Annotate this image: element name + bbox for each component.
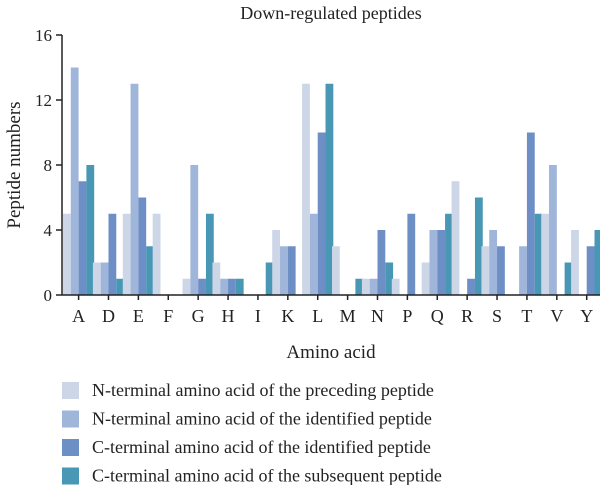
bar-G-series-3 xyxy=(198,278,206,295)
x-tick-label: D xyxy=(102,306,115,326)
bar-L-series-2 xyxy=(309,213,318,295)
bar-V-series-4 xyxy=(564,262,573,295)
bar-Q-series-2 xyxy=(429,230,438,295)
bar-R-series-1 xyxy=(451,181,460,295)
legend-swatch xyxy=(62,382,79,399)
bar-G-series-2 xyxy=(190,165,199,295)
x-axis-label: Amino acid xyxy=(286,342,376,363)
bar-T-series-3 xyxy=(526,132,535,295)
bar-H-series-4 xyxy=(235,278,244,295)
bar-N-series-1 xyxy=(361,278,370,295)
x-tick-label: K xyxy=(281,306,294,326)
bar-M-series-4 xyxy=(355,278,364,295)
x-tick-label: N xyxy=(371,306,384,326)
y-axis-label: Peptide numbers xyxy=(4,101,25,228)
bar-K-series-1 xyxy=(272,230,281,295)
x-tick-label: M xyxy=(340,306,356,326)
bar-K-series-2 xyxy=(280,246,288,295)
bar-G-series-1 xyxy=(182,278,191,295)
bar-T-series-2 xyxy=(519,246,527,295)
bar-A-series-3 xyxy=(78,181,87,295)
y-tick-label: 4 xyxy=(44,221,53,240)
x-tick-label: E xyxy=(133,306,144,326)
bar-L-series-4 xyxy=(325,83,334,295)
x-tick-label: L xyxy=(312,306,323,326)
bar-E-series-4 xyxy=(146,246,154,295)
bar-D-series-3 xyxy=(108,213,117,295)
bar-R-series-3 xyxy=(467,278,475,295)
bar-P-series-3 xyxy=(407,213,416,295)
x-tick-label: P xyxy=(402,306,412,326)
legend-label: N-terminal amino acid of the preceding p… xyxy=(92,380,434,400)
legend-swatch xyxy=(62,467,79,485)
bar-Y-series-1 xyxy=(571,230,579,295)
bar-N-series-3 xyxy=(377,230,386,295)
bar-F-series-1 xyxy=(152,213,161,295)
legend-label: N-terminal amino acid of the identified … xyxy=(92,409,432,429)
bar-Y-series-3 xyxy=(586,246,595,295)
x-tick-label: H xyxy=(222,306,235,326)
bar-D-series-2 xyxy=(100,262,109,295)
bar-R-series-4 xyxy=(474,197,483,295)
bar-V-series-1 xyxy=(541,213,550,295)
x-tick-label: Y xyxy=(580,306,593,326)
bar-P-series-1 xyxy=(391,278,400,295)
bar-N-series-4 xyxy=(385,262,394,295)
bar-T-series-4 xyxy=(534,213,543,295)
axes-group: 0 4 8 12 16 A D E F G H I K L M N P Q R S T V Y xyxy=(35,26,600,326)
x-tick-label: F xyxy=(163,306,173,326)
bar-Q-series-3 xyxy=(437,230,446,295)
x-tick-label: G xyxy=(192,306,205,326)
x-tick-label: Q xyxy=(431,306,444,326)
bar-I-series-4 xyxy=(265,262,274,295)
x-tick-label: V xyxy=(550,306,563,326)
bar-L-series-3 xyxy=(317,132,326,295)
x-tick-label: A xyxy=(72,306,85,326)
legend-label: C-terminal amino acid of the subsequent … xyxy=(92,466,442,485)
bar-Q-series-4 xyxy=(445,213,453,295)
legend-swatch xyxy=(62,410,79,428)
y-tick-label: 12 xyxy=(35,91,52,110)
bar-A-series-4 xyxy=(86,165,95,295)
bar-E-series-1 xyxy=(122,213,131,295)
bar-K-series-3 xyxy=(287,246,296,295)
bar-A-series-1 xyxy=(63,213,71,295)
y-tick-label: 16 xyxy=(35,26,52,45)
bars-group xyxy=(63,67,600,295)
bar-S-series-1 xyxy=(481,246,490,295)
bar-V-series-2 xyxy=(549,165,557,295)
bar-Q-series-1 xyxy=(421,262,430,295)
x-tick-label: I xyxy=(255,306,261,326)
bar-N-series-2 xyxy=(369,278,378,295)
bar-D-series-1 xyxy=(92,262,101,295)
bar-A-series-2 xyxy=(70,67,79,295)
bar-Y-series-4 xyxy=(594,230,600,295)
bar-L-series-1 xyxy=(302,83,310,295)
y-tick-label: 0 xyxy=(44,286,53,305)
x-tick-label: S xyxy=(492,306,502,326)
chart-title: Down-regulated peptides xyxy=(240,3,421,23)
legend-swatch xyxy=(62,439,79,456)
legend: N-terminal amino acid of the preceding p… xyxy=(62,380,442,485)
x-tick-label: T xyxy=(521,306,532,326)
bar-H-series-3 xyxy=(228,278,236,295)
bar-D-series-4 xyxy=(116,278,125,295)
bar-M-series-1 xyxy=(332,246,340,295)
bar-E-series-3 xyxy=(138,197,147,295)
bar-G-series-4 xyxy=(205,213,214,295)
bar-H-series-1 xyxy=(212,262,221,295)
x-tick-label: R xyxy=(461,306,473,326)
legend-label: C-terminal amino acid of the identified … xyxy=(92,437,431,457)
bar-E-series-2 xyxy=(130,83,139,295)
bar-S-series-2 xyxy=(489,230,498,295)
y-tick-label: 8 xyxy=(44,156,53,175)
bar-S-series-3 xyxy=(497,246,505,295)
bar-H-series-2 xyxy=(220,278,229,295)
